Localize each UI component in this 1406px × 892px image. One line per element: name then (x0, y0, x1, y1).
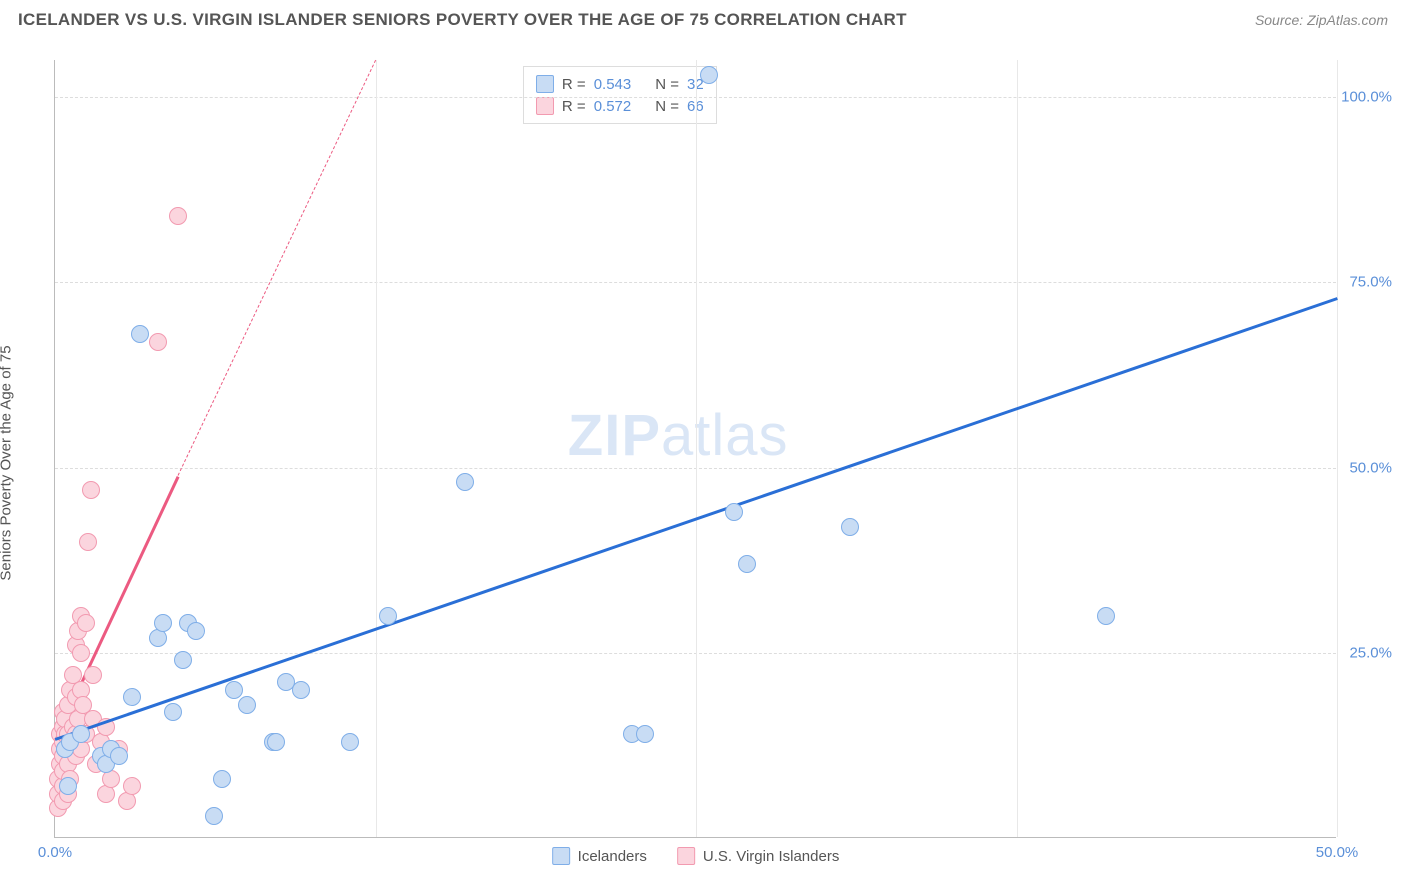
x-tick-label: 0.0% (38, 844, 72, 861)
scatter-point-icelanders (225, 681, 243, 699)
plot-area: ZIPatlas R = 0.543 N = 32 R = 0.572 N = … (54, 60, 1336, 838)
scatter-point-virgin-islanders (149, 333, 167, 351)
legend-row-icelanders: R = 0.543 N = 32 (536, 73, 704, 95)
grid-line-v (1337, 60, 1338, 837)
correlation-scatter-chart: Seniors Poverty Over the Age of 75 ZIPat… (18, 48, 1388, 878)
chart-header: ICELANDER VS U.S. VIRGIN ISLANDER SENIOR… (0, 0, 1406, 38)
legend-r-value-virgin-islanders: 0.572 (594, 98, 632, 115)
legend-n-label: N = (655, 98, 679, 115)
legend-r-label: R = (562, 76, 586, 93)
grid-line-v (696, 60, 697, 837)
scatter-point-icelanders (379, 607, 397, 625)
scatter-point-virgin-islanders (123, 777, 141, 795)
scatter-point-virgin-islanders (169, 207, 187, 225)
scatter-point-icelanders (292, 681, 310, 699)
x-tick-label: 50.0% (1316, 844, 1359, 861)
scatter-point-icelanders (341, 733, 359, 751)
scatter-point-icelanders (267, 733, 285, 751)
legend-swatch-virgin-islanders (677, 847, 695, 865)
scatter-point-icelanders (123, 688, 141, 706)
y-tick-label: 50.0% (1349, 459, 1392, 476)
scatter-point-icelanders (725, 503, 743, 521)
scatter-point-icelanders (700, 66, 718, 84)
scatter-point-virgin-islanders (82, 481, 100, 499)
legend-swatch-virgin-islanders (536, 97, 554, 115)
scatter-point-icelanders (174, 651, 192, 669)
legend-row-virgin-islanders: R = 0.572 N = 66 (536, 95, 704, 117)
scatter-point-virgin-islanders (79, 533, 97, 551)
y-tick-label: 75.0% (1349, 274, 1392, 291)
bottom-legend-icelanders: Icelanders (552, 847, 647, 865)
bottom-legend-label-virgin-islanders: U.S. Virgin Islanders (703, 848, 839, 865)
scatter-point-icelanders (841, 518, 859, 536)
scatter-point-icelanders (72, 725, 90, 743)
scatter-point-icelanders (738, 555, 756, 573)
bottom-legend-label-icelanders: Icelanders (578, 848, 647, 865)
watermark: ZIPatlas (568, 402, 789, 469)
scatter-point-icelanders (154, 614, 172, 632)
source-attribution: Source: ZipAtlas.com (1255, 12, 1388, 28)
bottom-legend-virgin-islanders: U.S. Virgin Islanders (677, 847, 839, 865)
legend-r-label: R = (562, 98, 586, 115)
scatter-point-icelanders (187, 622, 205, 640)
scatter-point-virgin-islanders (77, 614, 95, 632)
legend-swatch-icelanders (536, 75, 554, 93)
scatter-point-icelanders (131, 325, 149, 343)
watermark-light: atlas (661, 403, 789, 468)
legend-swatch-icelanders (552, 847, 570, 865)
scatter-point-icelanders (1097, 607, 1115, 625)
scatter-point-icelanders (110, 747, 128, 765)
scatter-point-icelanders (164, 703, 182, 721)
y-tick-label: 100.0% (1341, 89, 1392, 106)
scatter-point-virgin-islanders (84, 666, 102, 684)
legend-stats-box: R = 0.543 N = 32 R = 0.572 N = 66 (523, 66, 717, 124)
scatter-point-icelanders (213, 770, 231, 788)
scatter-point-icelanders (636, 725, 654, 743)
legend-r-value-icelanders: 0.543 (594, 76, 632, 93)
scatter-point-icelanders (205, 807, 223, 825)
watermark-bold: ZIP (568, 403, 661, 468)
y-tick-label: 25.0% (1349, 644, 1392, 661)
scatter-point-icelanders (59, 777, 77, 795)
grid-line-v (1017, 60, 1018, 837)
grid-line-v (376, 60, 377, 837)
y-axis-label: Seniors Poverty Over the Age of 75 (0, 345, 15, 580)
trend-line-dash (178, 60, 376, 475)
bottom-legend: Icelanders U.S. Virgin Islanders (552, 847, 840, 865)
scatter-point-icelanders (238, 696, 256, 714)
chart-title: ICELANDER VS U.S. VIRGIN ISLANDER SENIOR… (18, 10, 907, 30)
scatter-point-virgin-islanders (72, 644, 90, 662)
scatter-point-icelanders (456, 473, 474, 491)
legend-n-label: N = (655, 76, 679, 93)
